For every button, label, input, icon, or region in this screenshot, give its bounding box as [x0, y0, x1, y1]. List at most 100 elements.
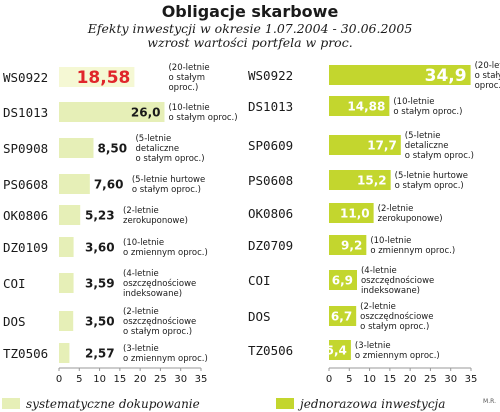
left-category-label: WS0922 [3, 70, 48, 85]
right-bar [329, 96, 390, 116]
right-x-tick-label: 30 [444, 374, 457, 385]
left-x-tick-label: 25 [154, 374, 167, 385]
left-category-label: DS1013 [3, 105, 48, 120]
left-description: (2-letnie zerokuponowe) [123, 206, 188, 226]
right-value-label: 14,88 [347, 100, 385, 114]
left-x-tick-label: 20 [134, 374, 147, 385]
left-x-tick-label: 0 [56, 374, 62, 385]
right-bar [329, 170, 391, 190]
right-description-line: (2-letnie [360, 302, 396, 312]
legend-left-swatch [2, 398, 20, 409]
right-bar [329, 203, 374, 223]
right-category-label: COI [248, 273, 271, 288]
left-description-line: (10-letnie [123, 238, 164, 248]
right-description-line: (5-letnie [405, 131, 441, 141]
right-category-label: DOS [248, 309, 271, 324]
left-category-label: TZ0506 [3, 346, 48, 361]
left-description-line: oszczędnościowe [123, 278, 196, 289]
right-value-label: 6,9 [332, 274, 353, 288]
left-description-line: o stałym [168, 73, 205, 83]
right-description: (5-letnie detaliczne o stałym oproc.) [405, 131, 474, 161]
right-category-label: DZ0709 [248, 238, 293, 253]
right-bar [329, 340, 351, 360]
right-description-line: o zmiennym oproc.) [370, 246, 455, 256]
right-description-line: o zmiennym oproc.) [355, 351, 440, 361]
right-value-label: 6,7 [331, 310, 352, 324]
right-category-label: DS1013 [248, 99, 293, 114]
left-bar [59, 311, 74, 331]
left-value-label: 7,60 [94, 178, 124, 192]
right-description-line: o stałym oproc.) [405, 151, 474, 161]
right-x-tick-label: 20 [404, 374, 417, 385]
left-description: (10-letnie o stałym oproc.) [168, 103, 237, 123]
left-description: (2-letnie oszczędnościowe o stałym oproc.) [123, 307, 196, 337]
right-description-line: o stałym oproc.) [360, 322, 429, 332]
left-description-line: oszczędnościowe [123, 316, 196, 327]
left-description: (3-letnie o zmiennym oproc.) [123, 344, 208, 364]
left-category-label: DOS [3, 314, 26, 329]
right-x-tick-label: 15 [383, 374, 396, 385]
left-description-line: o zmiennym oproc.) [123, 248, 208, 258]
right-category-label: SP0609 [248, 138, 293, 153]
left-category-label: PS0608 [3, 177, 48, 192]
left-x-tick-label: 10 [93, 374, 106, 385]
left-description-line: (2-letnie [123, 307, 159, 317]
right-description-line: oszczędnościowe [361, 275, 434, 286]
right-description-line: zerokuponowe) [378, 214, 443, 224]
left-description: (10-letnie o zmiennym oproc.) [123, 238, 208, 258]
right-category-label: TZ0506 [248, 343, 293, 358]
left-bar [59, 205, 81, 225]
right-description: (5-letnie hurtowe o stałym oproc.) [395, 171, 468, 191]
left-description-line: (3-letnie [123, 344, 159, 354]
legend-right-swatch [276, 398, 294, 409]
right-bar [329, 235, 367, 255]
author-credit: M.R. [483, 398, 496, 405]
left-description: (5-letnie detaliczne o stałym oproc.) [135, 134, 204, 164]
left-description-line: (20-letnie [168, 63, 209, 73]
right-x-tick-label: 0 [326, 374, 332, 385]
left-bar [59, 102, 165, 122]
right-description-line: oszczędnościowe [360, 311, 433, 322]
left-value-label: 3,59 [85, 277, 115, 291]
right-description-line: (5-letnie hurtowe [395, 171, 468, 181]
left-category-label: DZ0109 [3, 240, 48, 255]
legend-left: systematyczne dokupowanie [2, 397, 200, 411]
left-description-line: (4-letnie [123, 269, 159, 279]
right-description-line: (10-letnie [393, 97, 434, 107]
left-description-line: o zmiennym oproc.) [123, 354, 208, 364]
right-description-line: (4-letnie [361, 266, 397, 276]
right-value-label: 5,4 [326, 344, 347, 358]
right-bar [329, 306, 357, 326]
right-description-line: (20-letnie [475, 61, 500, 71]
right-description-line: detaliczne [405, 141, 449, 151]
left-value-label: 18,58 [77, 68, 131, 88]
right-description: (4-letnie oszczędnościowe indeksowane) [361, 266, 434, 296]
left-description-line: (5-letnie [135, 134, 171, 144]
right-description: (2-letnie oszczędnościowe o stałym oproc.) [360, 302, 433, 332]
left-description-line: (2-letnie [123, 206, 159, 216]
left-value-label: 3,60 [85, 241, 115, 255]
left-bar [59, 67, 135, 87]
left-x-tick-label: 5 [76, 374, 82, 385]
left-bar [59, 273, 74, 293]
legend-left-label: systematyczne dokupowanie [26, 397, 200, 411]
left-description-line: o stałym oproc.) [168, 113, 237, 123]
right-description: (2-letnie zerokuponowe) [378, 204, 443, 224]
right-x-tick-label: 5 [346, 374, 352, 385]
left-category-label: SP0908 [3, 141, 48, 156]
left-bar [59, 343, 70, 363]
left-bar [59, 237, 74, 257]
left-x-tick-label: 30 [174, 374, 187, 385]
left-description-line: o stałym oproc.) [123, 327, 192, 337]
left-value-label: 3,50 [85, 315, 115, 329]
right-description: (10-letnie o stałym oproc.) [393, 97, 462, 117]
left-category-label: COI [3, 276, 26, 291]
left-description-line: zerokuponowe) [123, 216, 188, 226]
right-value-label: 34,9 [425, 66, 467, 86]
right-category-label: WS0922 [248, 68, 293, 83]
chart-subtitle: Efekty inwestycji w okresie 1.07.2004 - … [0, 22, 500, 50]
left-bar [59, 138, 94, 158]
right-x-tick-label: 10 [363, 374, 376, 385]
